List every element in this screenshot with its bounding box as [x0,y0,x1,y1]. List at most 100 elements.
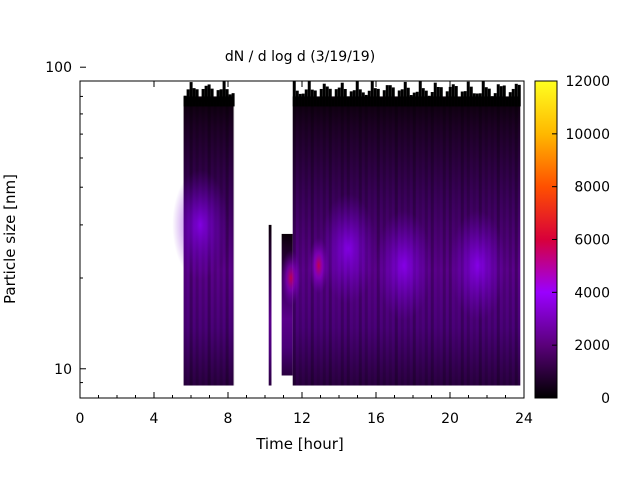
block-top-cell [298,93,302,107]
block-top-cell [472,93,476,107]
block-top-cell [195,89,199,107]
data-block [281,233,293,376]
block-top-cell [231,93,235,107]
block-top-cell [322,83,326,107]
block-top-cell [430,92,434,107]
block-top-cell [367,90,371,107]
block-top-cell [391,87,395,107]
hotspot [449,210,506,321]
block-top-cell [388,85,392,107]
y-tick-label: 100 [45,60,72,76]
block-top-cell [343,88,347,107]
block-top-cell [204,85,208,107]
block-column-cell [231,106,235,386]
block-top-cell [397,90,401,107]
block-column-cell [292,106,296,386]
x-tick-label: 20 [441,411,459,427]
x-tick-label: 4 [150,411,159,427]
block-top-cell [475,93,479,107]
block-top-cell [442,97,446,107]
block-top-cell [183,95,187,107]
block-top-cell [448,86,452,107]
x-tick-label: 12 [293,411,311,427]
x-tick-label: 0 [76,411,85,427]
block-top-cell [400,89,404,107]
block-top-cell [406,87,410,107]
heatmap-area [172,81,521,386]
y-axis: 10 100 [45,60,86,399]
colorbar-tick-label: 12000 [565,74,610,90]
block-top-cell [499,86,503,107]
block-top-cell [228,94,232,107]
block-top-cell [460,91,464,107]
block-top-cell [439,87,443,107]
hotspot [320,193,377,304]
block-top-cell [451,84,455,107]
block-top-cell [517,84,521,107]
block-column-cell [514,106,518,386]
block-top-cell [376,88,380,107]
block-top-cell [433,82,437,107]
block-top-cell [394,97,398,107]
block-top-cell [493,93,497,107]
block-top-cell [457,97,461,107]
block-top-cell [415,91,419,107]
block-top-cell [210,88,214,107]
block-top-cell [373,88,377,107]
block-column-cell [225,106,229,386]
block-top-cell [349,91,353,107]
hotspot [280,249,301,306]
colorbar-tick-label: 0 [601,391,610,407]
block-top-cell [352,90,356,107]
colorbar-tick-label: 6000 [574,233,610,249]
block-column-cell [298,106,302,386]
block-top-cell [403,81,407,107]
block-top-cell [484,87,488,107]
block-top-cell [508,92,512,107]
block-top-cell [511,88,515,107]
block-top-cell [487,88,491,107]
block-top-cell [385,85,389,107]
block-top-cell [445,91,449,107]
block-top-cell [189,82,193,107]
block-top-cell [436,86,440,107]
block-top-cell [340,82,344,107]
block-top-cell [370,81,374,107]
block-top-cell [295,90,299,107]
block-top-cell [463,91,467,107]
block-top-cell [355,81,359,107]
y-axis-label: Particle size [nm] [1,174,19,304]
block-top-cell [421,88,425,107]
chart-title: dN / d log d (3/19/19) [225,49,375,65]
block-top-cell [310,89,314,107]
x-tick-label: 24 [515,411,533,427]
block-top-cell [346,96,350,107]
block-top-cell [213,97,217,107]
block-top-cell [225,89,229,107]
block-top-cell [331,98,335,107]
block-top-cell [466,81,470,107]
block-top-cell [334,89,338,107]
block-top-cell [337,87,341,107]
block-top-cell [319,88,323,107]
data-block [268,224,272,386]
block-top-cell [316,97,320,107]
block-top-cell [505,97,509,107]
block-top-cell [219,89,223,107]
block-top-cell [424,90,428,107]
hotspot [172,169,229,280]
x-tick-label: 16 [367,411,385,427]
block-top-cell [328,88,332,107]
block-column-cell [502,106,506,386]
block-top-cell [313,90,317,107]
block-top-cell [216,90,220,107]
block-top-cell [198,98,202,107]
block-top-cell [382,90,386,107]
block-top-cell [361,92,365,107]
block-top-cell [222,81,226,107]
block-column-cell [508,106,512,386]
block-top-cell [412,92,416,107]
block-column-cell [304,106,308,386]
hotspot [375,210,432,321]
block-top-cell [364,94,368,107]
